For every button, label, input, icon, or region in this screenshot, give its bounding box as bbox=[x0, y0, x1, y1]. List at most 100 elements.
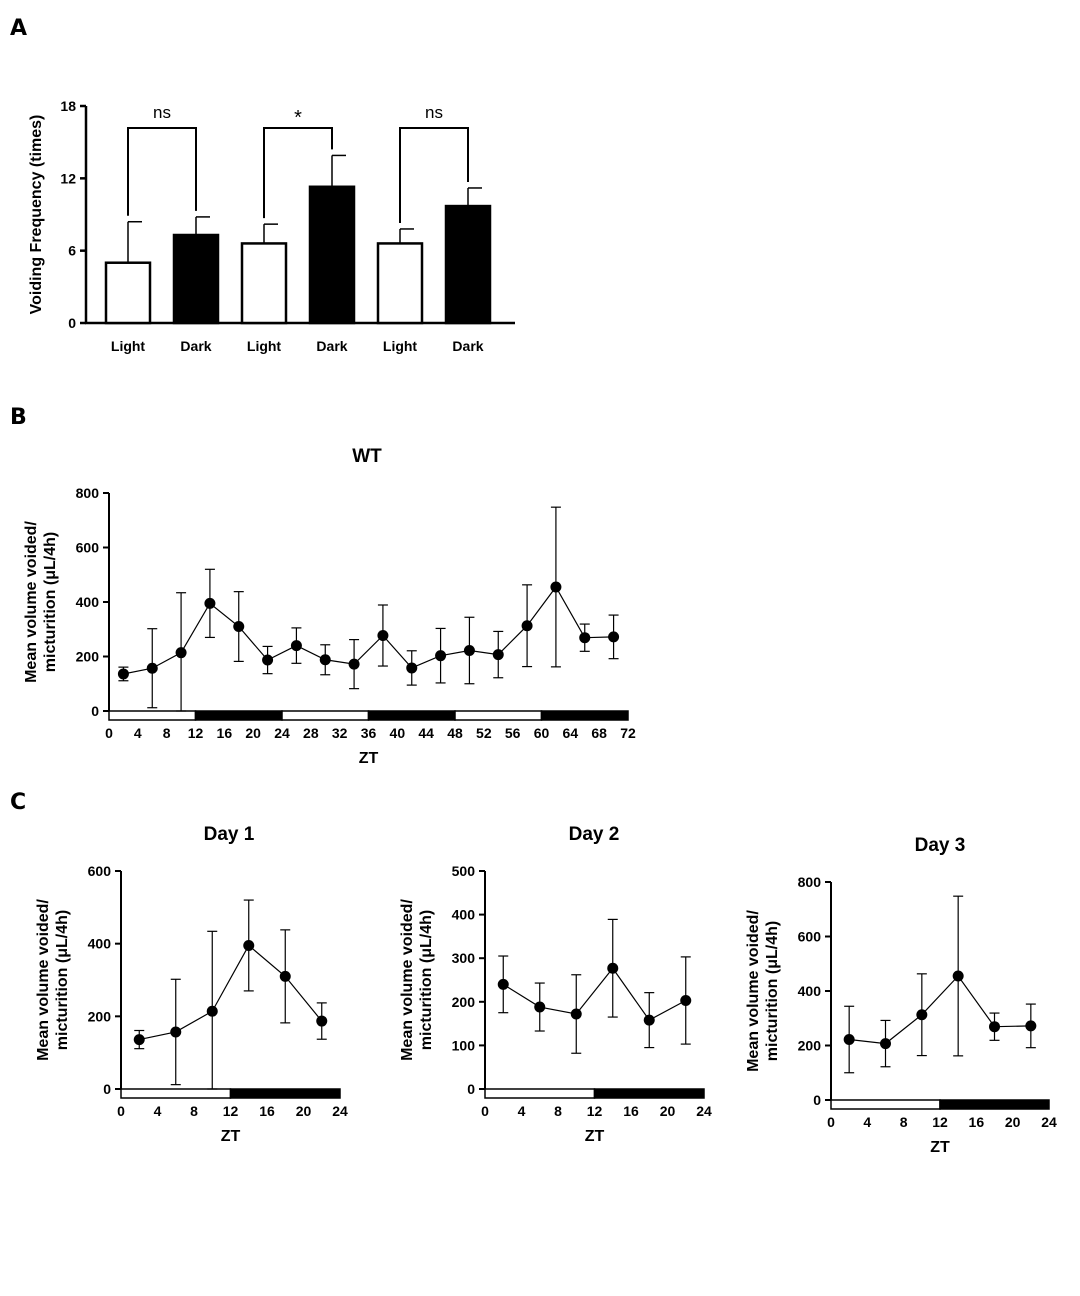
light-phase-bar bbox=[830, 1099, 941, 1110]
x-tick-label: 12 bbox=[223, 1103, 239, 1119]
y-axis-title-line1: Mean volume voided/ bbox=[745, 910, 762, 1072]
data-point bbox=[206, 1005, 218, 1017]
data-point bbox=[880, 1038, 891, 1050]
data-point bbox=[492, 649, 504, 661]
x-tick-label: 24 bbox=[696, 1103, 712, 1119]
y-tick-label: 12 bbox=[60, 170, 76, 186]
data-point bbox=[579, 632, 591, 644]
significance-label: ns bbox=[153, 103, 171, 122]
y-tick-label: 100 bbox=[452, 1037, 476, 1053]
y-tick-label: 0 bbox=[91, 703, 99, 719]
data-point bbox=[204, 597, 216, 609]
data-point bbox=[550, 581, 562, 593]
x-tick-label: 0 bbox=[117, 1103, 125, 1119]
x-tick-label: 20 bbox=[296, 1103, 312, 1119]
data-point bbox=[243, 939, 255, 951]
data-point bbox=[435, 650, 447, 662]
x-tick-label: 24 bbox=[1041, 1114, 1057, 1130]
x-tick-label: 0 bbox=[105, 725, 113, 741]
x-tick-label: 8 bbox=[163, 725, 171, 741]
data-point bbox=[534, 1001, 546, 1013]
y-tick-label: 600 bbox=[76, 540, 100, 556]
dark-phase-bar bbox=[939, 1099, 1050, 1110]
data-point bbox=[117, 668, 129, 680]
chart-title: WT bbox=[352, 446, 382, 467]
light-phase-bar bbox=[484, 1088, 596, 1099]
x-tick-label: 72 bbox=[620, 725, 636, 741]
data-point bbox=[377, 630, 389, 642]
bar bbox=[240, 242, 288, 325]
data-point bbox=[146, 662, 158, 674]
x-tick-label: Light bbox=[383, 338, 418, 354]
x-tick-label: 24 bbox=[274, 725, 290, 741]
x-tick-label: Light bbox=[111, 338, 146, 354]
chart-title: Day 1 bbox=[204, 824, 255, 845]
y-tick-label: 800 bbox=[76, 485, 100, 501]
significance-bracket bbox=[127, 127, 197, 216]
panel-label-c: C bbox=[10, 790, 26, 815]
x-tick-label: Light bbox=[247, 338, 282, 354]
data-point bbox=[570, 1008, 582, 1020]
data-point bbox=[680, 994, 692, 1006]
panel-label-a: A bbox=[10, 16, 27, 41]
x-tick-label: 36 bbox=[361, 725, 377, 741]
data-point bbox=[170, 1026, 182, 1038]
bar bbox=[104, 261, 152, 325]
dark-phase-bar bbox=[540, 710, 629, 721]
y-axis-title-line2: micturition (μL/4h) bbox=[764, 921, 781, 1061]
data-point bbox=[316, 1015, 328, 1027]
significance-label: ns bbox=[425, 103, 443, 122]
x-tick-label: 12 bbox=[587, 1103, 603, 1119]
y-tick-label: 6 bbox=[68, 243, 76, 259]
chart-title: Day 3 bbox=[915, 835, 966, 856]
bar bbox=[376, 242, 424, 325]
x-tick-label: 20 bbox=[245, 725, 261, 741]
data-point bbox=[989, 1021, 1000, 1033]
x-tick-label: 44 bbox=[418, 725, 434, 741]
panel-label-b: B bbox=[10, 405, 27, 430]
data-point bbox=[319, 654, 331, 666]
x-tick-label: 16 bbox=[259, 1103, 275, 1119]
x-tick-label: 8 bbox=[554, 1103, 562, 1119]
dark-phase-bar bbox=[194, 710, 283, 721]
x-tick-label: 12 bbox=[932, 1114, 948, 1130]
significance-bracket bbox=[399, 127, 469, 223]
data-point bbox=[843, 1034, 855, 1046]
y-axis-title: Voiding Frequency (times) bbox=[28, 115, 45, 315]
y-tick-label: 18 bbox=[60, 98, 76, 114]
data-point bbox=[643, 1014, 655, 1026]
y-tick-label: 400 bbox=[88, 936, 112, 952]
x-axis-title: ZT bbox=[585, 1128, 605, 1145]
y-tick-label: 400 bbox=[452, 907, 476, 923]
data-point bbox=[175, 647, 187, 659]
y-tick-label: 400 bbox=[76, 594, 100, 610]
light-phase-bar bbox=[454, 710, 543, 721]
x-tick-label: 28 bbox=[303, 725, 319, 741]
x-tick-label: 16 bbox=[969, 1114, 985, 1130]
data-point bbox=[348, 658, 360, 670]
light-phase-bar bbox=[281, 710, 370, 721]
data-point bbox=[279, 970, 291, 982]
bar bbox=[444, 204, 492, 325]
x-tick-label: 48 bbox=[447, 725, 463, 741]
bar bbox=[308, 185, 356, 325]
x-tick-label: 4 bbox=[154, 1103, 162, 1119]
y-axis-title-line1: Mean volume voided/ bbox=[23, 521, 40, 683]
significance-label: * bbox=[294, 107, 302, 129]
x-tick-label: 40 bbox=[390, 725, 406, 741]
data-point bbox=[463, 645, 475, 657]
light-phase-bar bbox=[120, 1088, 232, 1099]
data-point bbox=[916, 1009, 928, 1021]
y-tick-label: 0 bbox=[68, 315, 76, 331]
panel-a-bar-chart: 0 6 12 18 Voiding Frequency (times) Light Dark… bbox=[28, 98, 515, 354]
y-axis-title-line1: Mean volume voided/ bbox=[35, 899, 52, 1061]
y-tick-label: 500 bbox=[452, 863, 476, 879]
x-tick-label: 24 bbox=[332, 1103, 348, 1119]
x-axis-title: ZT bbox=[221, 1128, 241, 1145]
series-line bbox=[849, 975, 1031, 1045]
y-axis-title-line2: micturition (μL/4h) bbox=[418, 910, 435, 1050]
x-tick-label: 12 bbox=[188, 725, 204, 741]
x-tick-label: Dark bbox=[180, 338, 211, 354]
